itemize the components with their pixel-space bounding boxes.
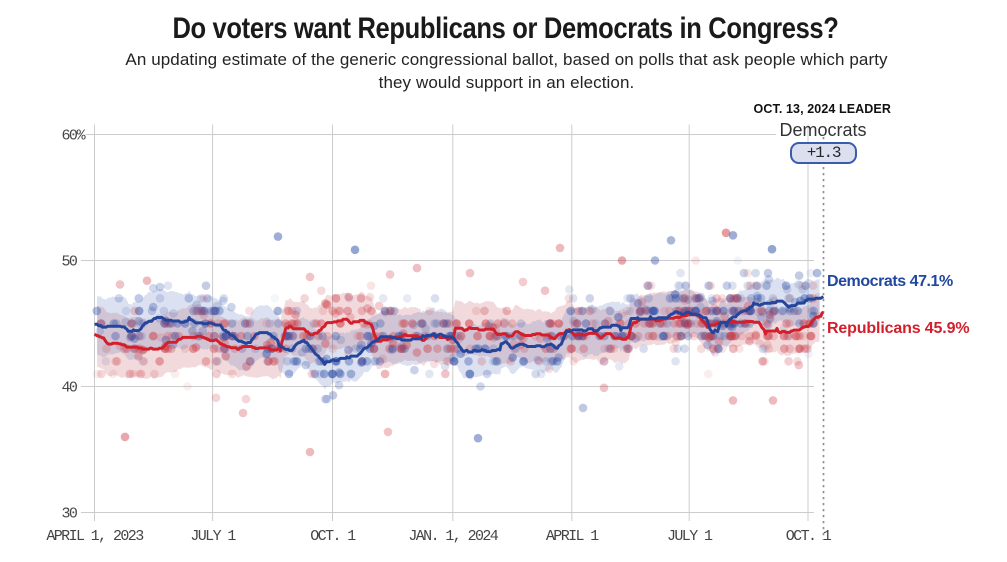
svg-text:JULY 1: JULY 1 — [667, 528, 713, 545]
svg-text:%: % — [77, 128, 87, 145]
svg-text:APRIL 1, 2023: APRIL 1, 2023 — [46, 528, 144, 545]
svg-text:60: 60 — [61, 128, 77, 145]
svg-text:OCT. 1: OCT. 1 — [786, 528, 832, 545]
svg-text:OCT. 1: OCT. 1 — [310, 528, 356, 545]
svg-text:50: 50 — [61, 254, 77, 271]
svg-text:JULY 1: JULY 1 — [190, 528, 236, 545]
svg-text:30: 30 — [61, 506, 77, 523]
svg-text:JAN. 1, 2024: JAN. 1, 2024 — [408, 528, 498, 545]
svg-text:40: 40 — [61, 380, 77, 397]
svg-text:APRIL 1: APRIL 1 — [546, 528, 599, 545]
